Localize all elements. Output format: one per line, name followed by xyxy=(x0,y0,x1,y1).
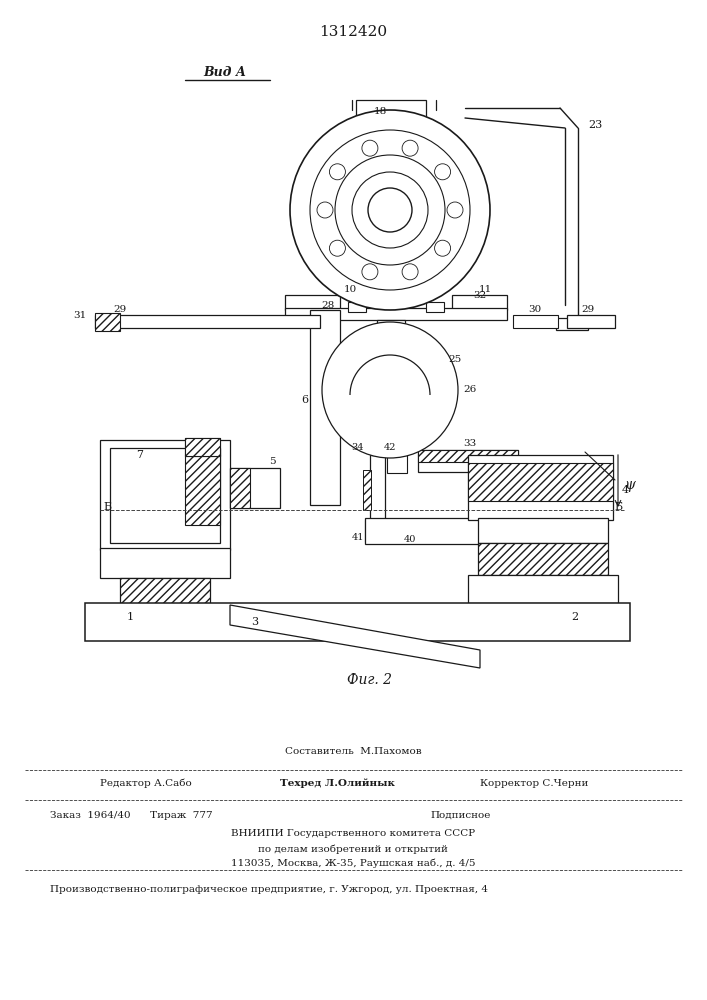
Bar xyxy=(120,578,210,606)
Bar xyxy=(468,575,618,603)
Bar xyxy=(230,468,250,508)
Bar xyxy=(426,302,444,312)
Circle shape xyxy=(402,264,418,280)
Bar xyxy=(285,295,340,310)
Text: 3: 3 xyxy=(252,617,259,627)
Text: 5: 5 xyxy=(269,458,275,466)
Circle shape xyxy=(362,140,378,156)
Circle shape xyxy=(447,202,463,218)
Text: 40: 40 xyxy=(404,536,416,544)
Bar xyxy=(363,470,371,510)
Circle shape xyxy=(435,240,450,256)
Text: 41: 41 xyxy=(352,534,364,542)
Bar xyxy=(185,438,220,456)
Bar xyxy=(365,518,480,544)
Circle shape xyxy=(402,140,418,156)
Bar xyxy=(513,315,558,328)
Text: ВНИИПИ Государственного комитета СССР: ВНИИПИ Государственного комитета СССР xyxy=(231,828,475,838)
Text: 10: 10 xyxy=(344,286,356,294)
Text: Составитель  М.Пахомов: Составитель М.Пахомов xyxy=(285,748,421,756)
Text: 25: 25 xyxy=(448,356,462,364)
Text: 28: 28 xyxy=(322,300,334,310)
Bar xyxy=(418,450,518,472)
Text: 2: 2 xyxy=(571,612,578,622)
Circle shape xyxy=(352,172,428,248)
Text: 29: 29 xyxy=(581,306,595,314)
Bar xyxy=(110,448,220,543)
Text: Б: Б xyxy=(614,502,622,512)
Text: 42: 42 xyxy=(384,442,396,452)
Bar xyxy=(452,295,507,310)
Text: 30: 30 xyxy=(528,306,542,314)
Bar xyxy=(418,450,518,462)
Bar xyxy=(348,302,366,312)
Text: 4: 4 xyxy=(621,485,629,495)
Circle shape xyxy=(322,322,458,458)
Bar xyxy=(370,455,385,525)
Text: ψ: ψ xyxy=(624,478,636,492)
Circle shape xyxy=(368,188,412,232)
Bar xyxy=(230,468,280,508)
Bar xyxy=(556,318,588,330)
Text: 31: 31 xyxy=(74,310,87,320)
Text: Заказ  1964/40      Тираж  777: Заказ 1964/40 Тираж 777 xyxy=(50,810,213,820)
Text: 1312420: 1312420 xyxy=(319,25,387,39)
Polygon shape xyxy=(230,605,480,668)
Bar xyxy=(310,310,340,505)
Bar xyxy=(285,308,507,320)
Text: 1: 1 xyxy=(127,612,134,622)
Text: 11: 11 xyxy=(479,286,491,294)
Circle shape xyxy=(310,130,470,290)
Text: 26: 26 xyxy=(463,385,477,394)
Text: Вид А: Вид А xyxy=(204,66,247,79)
Circle shape xyxy=(317,202,333,218)
Circle shape xyxy=(362,264,378,280)
Bar xyxy=(185,455,220,525)
Bar xyxy=(365,520,480,542)
Bar xyxy=(567,315,615,328)
Bar xyxy=(95,313,120,331)
Text: по делам изобретений и открытий: по делам изобретений и открытий xyxy=(258,844,448,854)
Text: Производственно-полиграфическое предприятие, г. Ужгород, ул. Проектная, 4: Производственно-полиграфическое предприя… xyxy=(50,886,488,894)
Bar xyxy=(478,543,608,575)
Text: 6: 6 xyxy=(301,395,308,405)
Text: 18: 18 xyxy=(373,107,387,116)
Text: Подписное: Подписное xyxy=(430,810,491,820)
Text: 32: 32 xyxy=(474,290,486,300)
Bar xyxy=(356,100,426,122)
Text: 29: 29 xyxy=(113,306,127,314)
Bar xyxy=(100,440,230,550)
Circle shape xyxy=(435,164,450,180)
Text: Редактор А.Сабо: Редактор А.Сабо xyxy=(100,778,192,788)
Text: Б: Б xyxy=(103,502,111,512)
Text: 23: 23 xyxy=(588,120,602,130)
Bar xyxy=(478,518,608,543)
Text: 34: 34 xyxy=(352,444,364,452)
Bar xyxy=(100,548,230,578)
Bar xyxy=(95,315,320,328)
Text: Корректор С.Черни: Корректор С.Черни xyxy=(480,778,588,788)
Circle shape xyxy=(290,110,490,310)
Bar xyxy=(377,320,405,450)
Text: Фиг. 2: Фиг. 2 xyxy=(348,673,392,687)
Bar xyxy=(350,122,432,132)
Bar xyxy=(85,603,630,641)
Text: 33: 33 xyxy=(463,440,477,448)
Circle shape xyxy=(329,164,346,180)
Bar xyxy=(387,455,407,473)
Text: 7: 7 xyxy=(136,450,144,460)
Text: Техред Л.Олийнык: Техред Л.Олийнык xyxy=(280,778,395,788)
Circle shape xyxy=(335,155,445,265)
Bar xyxy=(468,463,613,501)
Text: 113035, Москва, Ж-35, Раушская наб., д. 4/5: 113035, Москва, Ж-35, Раушская наб., д. … xyxy=(230,858,475,868)
Circle shape xyxy=(329,240,346,256)
Bar xyxy=(468,455,613,520)
Bar xyxy=(185,438,220,456)
